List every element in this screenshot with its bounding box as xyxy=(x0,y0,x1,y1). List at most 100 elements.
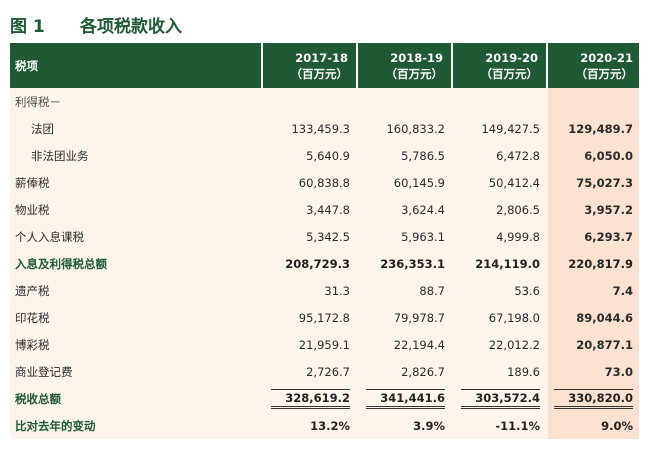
figure-caption: 各项税款收入 xyxy=(80,16,182,37)
cell-2017-18 xyxy=(263,88,358,115)
header-year: 2019-20 xyxy=(485,50,538,65)
cell-2020-21: 6,293.7 xyxy=(548,223,639,250)
header-col-2020-21: 2020-21 （百万元） xyxy=(548,43,639,88)
header-unit: （百万元） xyxy=(575,66,634,81)
header-col-2019-20: 2019-20 （百万元） xyxy=(453,43,548,88)
cell-2019-20: 149,427.5 xyxy=(481,121,540,136)
header-col-2018-19: 2018-19 （百万元） xyxy=(358,43,453,88)
row-label: 利得税－ xyxy=(15,94,61,109)
cell-2017-18: 2,726.7 xyxy=(306,364,350,379)
cell-2018-19: 5,786.5 xyxy=(401,148,445,163)
tax-revenue-table: 税项 2017-18 （百万元） 2018-19 （百万元） 2019-20 （… xyxy=(10,43,639,439)
cell-2018-19 xyxy=(358,88,453,115)
cell-2019-20: 214,119.0 xyxy=(475,256,540,271)
cell-2019-20: 189.6 xyxy=(507,364,540,379)
header-unit: （百万元） xyxy=(290,66,349,81)
cell-2018-19: 22,194.4 xyxy=(393,337,445,352)
cell-2017-18: 60,838.8 xyxy=(298,175,350,190)
cell-2018-19: 88.7 xyxy=(419,283,445,298)
table-row-total: 税收总额 328,619.2 341,441.6 303,572.4 330,8… xyxy=(10,385,639,412)
row-label: 入息及利得税总额 xyxy=(15,256,107,271)
cell-2019-20: -11.1% xyxy=(495,418,540,433)
cell-2019-20: 67,198.0 xyxy=(488,310,540,325)
cell-2019-20: 53.6 xyxy=(514,283,540,298)
cell-2019-20: 50,412.4 xyxy=(488,175,540,190)
cell-2019-20: 6,472.8 xyxy=(496,148,540,163)
cell-2017-18: 133,459.3 xyxy=(291,121,350,136)
cell-2018-19: 341,441.6 xyxy=(358,385,453,412)
cell-2019-20: 22,012.2 xyxy=(488,337,540,352)
row-label: 税收总额 xyxy=(15,391,61,406)
row-label: 个人入息课税 xyxy=(15,229,84,244)
table-row: 商业登记费 2,726.7 2,826.7 189.6 73.0 xyxy=(10,358,639,385)
cell-2017-18: 95,172.8 xyxy=(298,310,350,325)
cell-2018-19: 236,353.1 xyxy=(380,256,445,271)
table-row: 印花税 95,172.8 79,978.7 67,198.0 89,044.6 xyxy=(10,304,639,331)
total-value: 328,619.2 xyxy=(271,388,350,409)
total-value: 330,820.0 xyxy=(554,388,633,409)
table-row: 薪俸税 60,838.8 60,145.9 50,412.4 75,027.3 xyxy=(10,169,639,196)
cell-2018-19: 3.9% xyxy=(413,418,445,433)
row-label: 物业税 xyxy=(15,202,50,217)
header-tax-item: 税项 xyxy=(10,43,263,88)
row-label: 法团 xyxy=(31,121,54,136)
cell-2020-21: 220,817.9 xyxy=(548,250,639,277)
figure-title: 图 1 各项税款收入 xyxy=(10,10,182,38)
cell-2020-21: 330,820.0 xyxy=(548,385,639,412)
table-body: 利得税－ 法团 133,459.3 160,833.2 149,427.5 12… xyxy=(10,88,639,439)
row-label: 遗产税 xyxy=(15,283,50,298)
table-row: 利得税－ xyxy=(10,88,639,115)
cell-2020-21: 73.0 xyxy=(548,358,639,385)
cell-2018-19: 79,978.7 xyxy=(393,310,445,325)
header-year: 2017-18 xyxy=(295,50,348,65)
cell-2018-19: 60,145.9 xyxy=(393,175,445,190)
header-year: 2020-21 xyxy=(580,50,633,65)
table-row: 博彩税 21,959.1 22,194.4 22,012.2 20,877.1 xyxy=(10,331,639,358)
cell-2020-21: 129,489.7 xyxy=(548,115,639,142)
row-label: 印花税 xyxy=(15,310,50,325)
cell-2017-18: 5,342.5 xyxy=(306,229,350,244)
table-row: 非法团业务 5,640.9 5,786.5 6,472.8 6,050.0 xyxy=(10,142,639,169)
cell-2019-20: 4,999.8 xyxy=(496,229,540,244)
figure-number: 图 1 xyxy=(10,16,45,37)
cell-2020-21: 6,050.0 xyxy=(548,142,639,169)
table-row-subtotal: 入息及利得税总额 208,729.3 236,353.1 214,119.0 2… xyxy=(10,250,639,277)
table-row-change: 比对去年的变动 13.2% 3.9% -11.1% 9.0% xyxy=(10,412,639,439)
row-label: 商业登记费 xyxy=(15,364,73,379)
cell-2018-19: 5,963.1 xyxy=(401,229,445,244)
cell-2017-18: 13.2% xyxy=(310,418,350,433)
total-value: 303,572.4 xyxy=(461,388,540,409)
row-label: 非法团业务 xyxy=(31,148,89,163)
cell-2020-21: 20,877.1 xyxy=(548,331,639,358)
cell-2019-20 xyxy=(453,88,548,115)
table-row: 法团 133,459.3 160,833.2 149,427.5 129,489… xyxy=(10,115,639,142)
header-unit: （百万元） xyxy=(385,66,444,81)
table-row: 遗产税 31.3 88.7 53.6 7.4 xyxy=(10,277,639,304)
cell-2020-21: 7.4 xyxy=(548,277,639,304)
cell-2018-19: 3,624.4 xyxy=(401,202,445,217)
header-unit: （百万元） xyxy=(480,66,539,81)
cell-2017-18: 328,619.2 xyxy=(263,385,358,412)
cell-2017-18: 5,640.9 xyxy=(306,148,350,163)
cell-2020-21: 3,957.2 xyxy=(548,196,639,223)
cell-2020-21: 89,044.6 xyxy=(548,304,639,331)
cell-2017-18: 3,447.8 xyxy=(306,202,350,217)
cell-2018-19: 160,833.2 xyxy=(386,121,445,136)
table-row: 物业税 3,447.8 3,624.4 2,806.5 3,957.2 xyxy=(10,196,639,223)
cell-2017-18: 31.3 xyxy=(324,283,350,298)
cell-2020-21: 75,027.3 xyxy=(548,169,639,196)
cell-2018-19: 2,826.7 xyxy=(401,364,445,379)
table-row: 个人入息课税 5,342.5 5,963.1 4,999.8 6,293.7 xyxy=(10,223,639,250)
cell-2017-18: 21,959.1 xyxy=(298,337,350,352)
cell-2017-18: 208,729.3 xyxy=(285,256,350,271)
row-label: 博彩税 xyxy=(15,337,50,352)
row-label: 比对去年的变动 xyxy=(15,418,96,433)
cell-2019-20: 2,806.5 xyxy=(496,202,540,217)
table-header-row: 税项 2017-18 （百万元） 2018-19 （百万元） 2019-20 （… xyxy=(10,43,639,88)
header-col-2017-18: 2017-18 （百万元） xyxy=(263,43,358,88)
header-year: 2018-19 xyxy=(390,50,443,65)
cell-2019-20: 303,572.4 xyxy=(453,385,548,412)
cell-2020-21: 9.0% xyxy=(548,412,639,439)
total-value: 341,441.6 xyxy=(366,388,445,409)
row-label: 薪俸税 xyxy=(15,175,50,190)
